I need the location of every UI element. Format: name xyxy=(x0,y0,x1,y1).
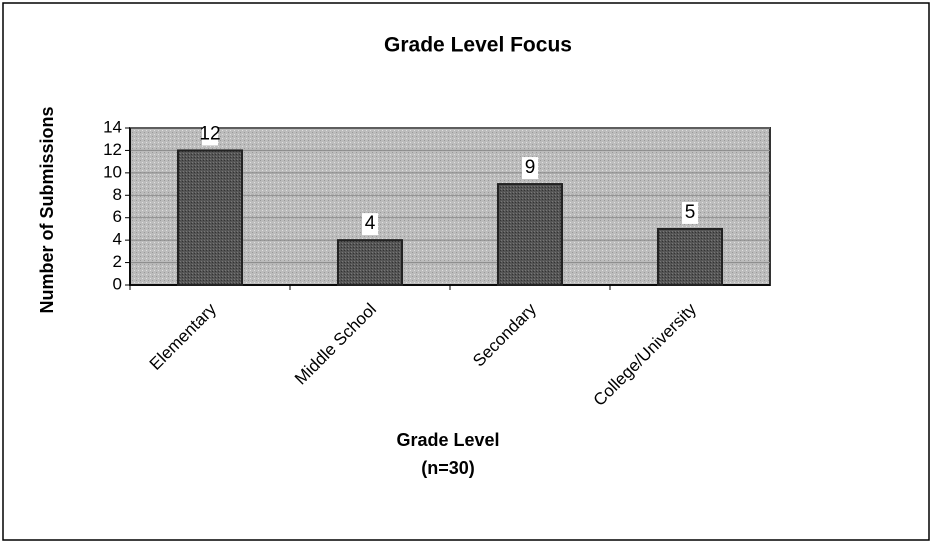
annotation: (n=30) xyxy=(421,458,475,478)
y-tick-label: 2 xyxy=(113,252,122,271)
x-axis-title: Grade Level xyxy=(396,430,499,450)
bar xyxy=(497,183,563,286)
bar xyxy=(177,149,243,286)
data-label-box xyxy=(202,123,218,146)
data-label: 12 xyxy=(199,123,220,144)
data-label: 4 xyxy=(365,213,376,234)
bar xyxy=(337,239,403,286)
data-label: 9 xyxy=(525,157,536,178)
y-axis-title: Number of Submissions xyxy=(37,106,57,313)
bar xyxy=(657,227,723,287)
y-tick-label: 0 xyxy=(113,274,122,293)
y-tick-label: 6 xyxy=(113,207,122,226)
data-label-box xyxy=(522,157,538,180)
data-label-box xyxy=(682,201,698,224)
chart-title: Grade Level Focus xyxy=(384,34,572,57)
y-tick-label: 14 xyxy=(103,117,122,136)
y-tick-label: 12 xyxy=(103,140,122,159)
y-tick-label: 8 xyxy=(113,185,122,204)
data-label: 5 xyxy=(685,202,696,223)
y-tick-label: 10 xyxy=(103,162,122,181)
y-tick-label: 4 xyxy=(113,230,122,249)
data-label-box xyxy=(362,213,378,236)
